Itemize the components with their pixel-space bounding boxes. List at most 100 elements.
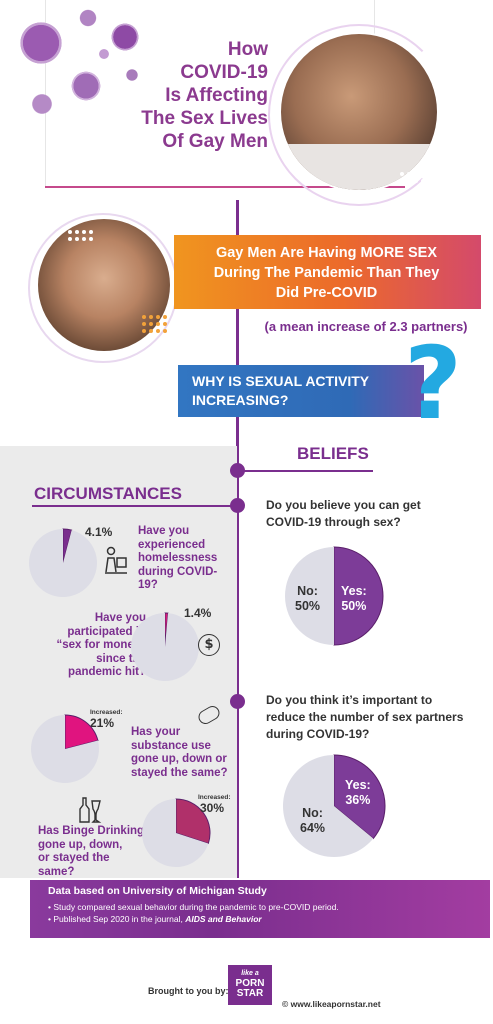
pie-slice-1	[285, 547, 334, 645]
headline-subtitle: (a mean increase of 2.3 partners)	[264, 319, 468, 334]
pie-slice-0	[333, 546, 384, 646]
pie-slice-1	[30, 715, 99, 783]
pie-question: Have you participated in “sex for money”…	[34, 612, 146, 680]
pie-slices	[30, 714, 99, 783]
slice-label: No:	[302, 806, 323, 820]
question-line: reduce the number of sex partners	[266, 710, 464, 724]
question-line: substance use	[131, 739, 211, 752]
question-line: “sex for money”	[56, 639, 146, 652]
brand-logo[interactable]: like a PORN STAR	[228, 965, 272, 1005]
header-title-line: Of Gay Men	[162, 131, 268, 152]
dot-pattern	[400, 172, 425, 183]
pie-value: 21%	[90, 716, 115, 730]
virus-icon	[125, 68, 139, 82]
study-bullet: • Published Sep 2020 in the journal, AID…	[48, 913, 490, 925]
headline-line: During The Pandemic Than They	[213, 265, 440, 281]
question-line: during COVID-19?	[266, 727, 370, 741]
timeline-node	[230, 694, 245, 709]
slice-pct: 36%	[345, 793, 371, 807]
pie-question: Has Binge Drinking gone up, down, or sta…	[38, 825, 148, 879]
question-line: gone up, down,	[38, 838, 123, 851]
slice-pct: 64%	[300, 821, 326, 835]
slice-pct: 50%	[295, 599, 321, 613]
pie-slice-0	[175, 798, 211, 845]
circumstances-underline	[32, 505, 237, 507]
pie-chart-reduce-partners	[283, 754, 386, 857]
question-line: homelessness	[138, 552, 218, 565]
pie-chart-sex-for-money	[130, 612, 199, 681]
headline-line: Gay Men Are Having MORE SEX	[215, 245, 438, 261]
question-line: stayed the same?	[131, 766, 228, 779]
bottles-icon	[76, 795, 104, 823]
question-line: Has your	[131, 726, 181, 738]
header-underline	[45, 186, 405, 188]
pie-slices	[283, 754, 386, 857]
timeline-node	[230, 498, 245, 513]
timeline-line	[236, 200, 239, 878]
photo-ring	[268, 24, 450, 206]
slice-label: No:	[297, 584, 318, 598]
beliefs-underline	[238, 470, 373, 472]
brought-by: Brought to you by:	[148, 986, 229, 996]
why-line: INCREASING?	[192, 392, 289, 408]
virus-icon	[98, 48, 110, 60]
question-line: experienced	[138, 538, 206, 551]
virus-icon	[110, 22, 140, 52]
house-person-icon	[104, 546, 128, 574]
question-line: pandemic hit?	[68, 666, 146, 679]
logo-line: PORN	[235, 978, 265, 989]
headline-line: Did Pre-COVID	[275, 285, 378, 301]
dot-pattern	[68, 230, 93, 241]
question-line: Have you	[94, 612, 146, 624]
pie-slice-0	[62, 528, 73, 564]
slice-pct: 50%	[341, 599, 367, 613]
header-title-line: The Sex Lives	[141, 108, 268, 129]
dot-pattern	[142, 315, 167, 333]
pie-slice-1	[283, 755, 374, 857]
pie-prefix: Increased:	[198, 794, 231, 801]
pie-chart-covid-through-sex	[285, 546, 384, 646]
slice-label: Yes:	[345, 778, 371, 792]
question-line: Have you	[138, 525, 190, 537]
question-line: Do you think it’s important to	[266, 693, 433, 707]
dollar-icon: $	[198, 634, 220, 656]
study-title: Data based on University of Michigan Stu…	[48, 885, 267, 897]
pie-slice-1	[29, 529, 97, 597]
header-section: How COVID-19 Is Affecting The Sex Lives …	[0, 0, 493, 206]
virus-icon	[30, 92, 54, 116]
journal-name: AIDS and Behavior	[185, 914, 262, 924]
pie-question: Has your substance use gone up, down or …	[131, 726, 235, 780]
virus-icon	[18, 20, 64, 66]
logo-line: like a	[241, 970, 259, 977]
question-line: Has Binge Drinking	[38, 825, 145, 837]
pie-value: 4.1%	[85, 525, 113, 539]
question-line: during COVID-19?	[138, 565, 218, 592]
virus-icon	[70, 70, 102, 102]
pie-slices	[29, 528, 97, 597]
pie-slice-label-no: No: 64%	[300, 806, 325, 836]
pie-chart-binge-drinking	[142, 798, 211, 867]
pie-question: Have you experienced homelessness during…	[138, 525, 234, 593]
virus-icon	[78, 8, 98, 28]
pie-slices	[142, 798, 211, 867]
pie-slice-label-yes: Yes: 36%	[345, 778, 371, 808]
question-line: COVID-19 through sex?	[266, 515, 401, 529]
pie-slices	[130, 612, 199, 681]
pie-slice-1	[130, 613, 199, 681]
header-title-line: COVID-19	[180, 62, 268, 83]
study-footer: Data based on University of Michigan Stu…	[30, 880, 490, 938]
header-title-line: Is Affecting	[165, 85, 268, 106]
pie-slice-0	[164, 612, 169, 648]
pie-prefix: Increased:	[90, 709, 123, 716]
why-banner: WHY IS SEXUAL ACTIVITY INCREASING?	[178, 365, 424, 417]
pie-slice-0	[333, 754, 386, 840]
circumstances-heading: CIRCUMSTANCES	[34, 484, 182, 503]
pie-chart-substance-use	[30, 714, 99, 783]
question-line: participated in	[67, 625, 146, 638]
slice-label: Yes:	[341, 584, 367, 598]
pie-slice-label-yes: Yes: 50%	[341, 584, 367, 614]
website-link[interactable]: © www.likeapornstar.net	[282, 999, 381, 1009]
pie-chart-homelessness	[29, 528, 97, 597]
pie-value: 1.4%	[184, 606, 212, 620]
study-bullet: • Study compared sexual behavior during …	[48, 902, 339, 912]
